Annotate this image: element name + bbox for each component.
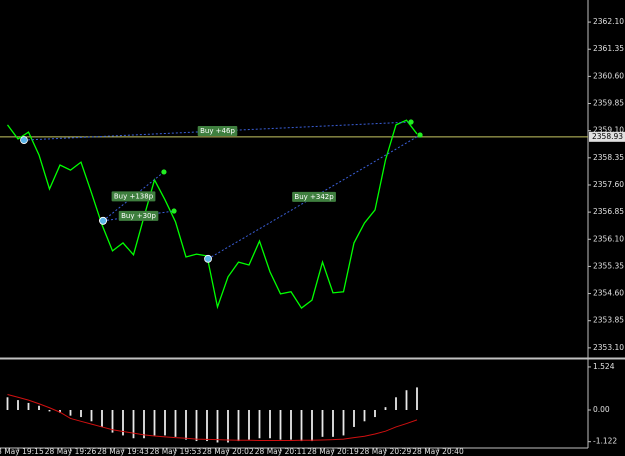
price-line	[6, 119, 418, 310]
histogram-bar	[384, 407, 387, 410]
x-tick-label: 28 May 19:15	[0, 447, 44, 456]
trade-label-box	[118, 210, 159, 221]
trade-line	[102, 171, 165, 222]
trade-exit	[171, 208, 177, 214]
y-tick-label: 2362.10	[593, 17, 624, 26]
histogram-bar	[216, 409, 219, 443]
current-price-label: 2358.93	[592, 132, 623, 141]
trade-label: Buy +138p	[114, 192, 154, 200]
trade-exit	[408, 119, 414, 125]
y-tick-label: 2355.35	[593, 261, 624, 270]
histogram-bar	[405, 390, 408, 410]
histogram-bar	[143, 409, 145, 439]
histogram-bar	[332, 409, 334, 437]
histogram-bar	[111, 409, 114, 433]
histogram-bar	[374, 409, 376, 418]
histogram-bar	[59, 409, 61, 413]
histogram-bar	[80, 409, 82, 418]
y-tick-label: 2361.35	[593, 44, 624, 53]
histogram-bar	[122, 409, 124, 436]
histogram-bar	[27, 402, 30, 410]
y-tick-label: 2357.60	[593, 180, 624, 189]
histogram-bar	[290, 409, 292, 440]
histogram-bar	[90, 409, 93, 422]
trade-line	[207, 134, 421, 260]
histogram-bar	[416, 387, 418, 410]
histogram-bar	[248, 409, 250, 440]
y-tick-label: 2353.85	[593, 316, 624, 325]
histogram-bar	[101, 409, 103, 427]
trade-entry	[204, 254, 212, 263]
trade-exit	[417, 132, 423, 138]
histogram-bar	[17, 400, 19, 410]
histogram-bar	[174, 409, 177, 437]
histogram-bar	[353, 409, 355, 427]
histogram-bar	[227, 409, 229, 443]
histogram-bar	[279, 409, 282, 440]
trade-label: Buy +342p	[294, 193, 334, 201]
y-tick-label: 2354.60	[593, 289, 624, 298]
trade-entry	[99, 216, 107, 225]
x-tick-label: 28 May 20:40	[412, 447, 464, 456]
histogram-bar	[321, 409, 324, 437]
histogram-bar	[164, 409, 166, 436]
y-tick-label: 2353.10	[593, 343, 624, 352]
trade-label-box	[197, 126, 238, 137]
trade-label-box	[111, 191, 156, 202]
x-tick-label: 28 May 20:19	[307, 447, 359, 456]
histogram-bar	[363, 409, 366, 422]
y-tick-label: 2359.85	[593, 99, 624, 108]
y-tick-label: 2358.35	[593, 153, 624, 162]
histogram-bar	[48, 409, 51, 412]
y-tick-label: 0.00	[593, 405, 610, 414]
histogram-bar	[311, 409, 313, 442]
y-tick-label: 2360.60	[593, 71, 624, 80]
trade-entry	[20, 136, 28, 144]
histogram-bar	[38, 405, 40, 410]
histogram-bar	[69, 409, 72, 416]
histogram-bar	[300, 409, 303, 442]
signal-line	[7, 393, 418, 442]
y-tick-label: 2356.10	[593, 234, 624, 243]
current-price-box	[589, 131, 625, 142]
y-tick-label: 1.524	[593, 362, 615, 371]
x-tick-label: 28 May 20:29	[360, 447, 412, 456]
x-tick-label: 28 May 19:43	[97, 447, 149, 456]
histogram-bar	[153, 409, 156, 436]
histogram-bar	[132, 409, 135, 439]
x-tick-label: 28 May 19:26	[45, 447, 97, 456]
histogram-bar	[269, 409, 271, 439]
histogram-bar	[195, 409, 198, 442]
y-tick-label: 2356.85	[593, 207, 624, 216]
histogram-bar	[206, 409, 208, 442]
trade-label: Buy +46p	[200, 127, 235, 135]
histogram-bar	[237, 409, 240, 442]
trade-label-box	[292, 191, 336, 202]
histogram-bar	[6, 397, 9, 410]
histogram-bar	[342, 409, 345, 436]
x-tick-label: 28 May 20:11	[255, 447, 307, 456]
histogram-bar	[395, 397, 397, 410]
x-tick-label: 28 May 20:02	[202, 447, 254, 456]
y-tick-label: 2359.10	[593, 126, 624, 135]
x-tick-label: 28 May 19:53	[150, 447, 202, 456]
trade-label: Buy +30p	[121, 212, 156, 220]
histogram-bar	[185, 409, 187, 440]
histogram-bar	[258, 409, 261, 439]
y-tick-label: -1.122	[593, 437, 617, 446]
trade-exit	[161, 169, 167, 175]
